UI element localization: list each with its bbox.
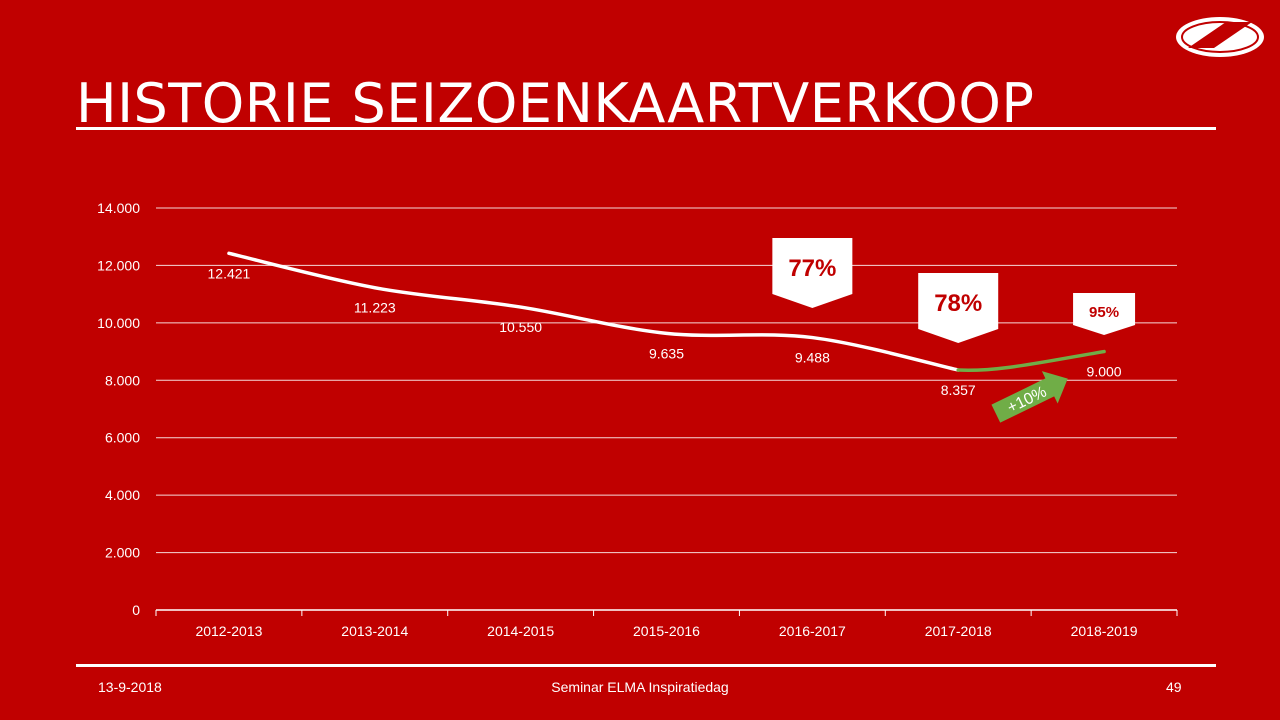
footer-event: Seminar ELMA Inspiratiedag: [551, 679, 729, 695]
callout-banner: [772, 238, 853, 308]
callout-label: 77%: [788, 255, 836, 282]
growth-arrow-icon: +10%: [991, 371, 1068, 423]
x-tick-label: 2018-2019: [1071, 623, 1138, 639]
series-line-growth: [956, 349, 1106, 373]
title-underline: [76, 127, 1216, 130]
x-tick-label: 2013-2014: [341, 623, 408, 639]
y-tick-label: 6.000: [105, 430, 140, 446]
footer-page-number: 49: [1166, 679, 1182, 695]
y-tick-label: 14.000: [97, 200, 140, 216]
data-label: 9.488: [795, 350, 830, 366]
line-chart: 0 2.000 4.000 6.000 8.000 10.000 12.000 14.000 2…: [97, 200, 1178, 639]
callout-label: 95%: [1089, 304, 1119, 321]
y-tick-label: 10.000: [97, 315, 140, 331]
x-tick-label: 2012-2013: [195, 623, 262, 639]
y-tick-label: 0: [132, 602, 140, 618]
footer-date: 13-9-2018: [98, 679, 162, 695]
y-tick-label: 8.000: [105, 372, 140, 388]
x-tick-label: 2016-2017: [779, 623, 846, 639]
x-tick-label: 2017-2018: [925, 623, 992, 639]
callout-banner: [918, 273, 999, 343]
y-tick-label: 12.000: [97, 257, 140, 273]
slide-title: HISTORIE SEIZOENKAARTVERKOOP: [76, 72, 1035, 135]
growth-arrow-shape: [991, 371, 1068, 423]
x-tick-label: 2014-2015: [487, 623, 554, 639]
x-tick-label: 2015-2016: [633, 623, 700, 639]
data-label: 12.421: [208, 265, 251, 281]
callout-banner: [1073, 293, 1136, 335]
data-label: 8.357: [941, 382, 976, 398]
y-tick-label: 4.000: [105, 487, 140, 503]
data-label: 10.550: [499, 319, 542, 335]
y-tick-label: 2.000: [105, 545, 140, 561]
data-label: 9.000: [1087, 364, 1122, 380]
az-logo: [1176, 17, 1264, 57]
series-line: [227, 251, 960, 372]
data-label: 9.635: [649, 345, 684, 361]
callout-label: 78%: [934, 290, 982, 317]
data-label: 11.223: [354, 300, 396, 316]
footer-divider: [76, 664, 1216, 667]
